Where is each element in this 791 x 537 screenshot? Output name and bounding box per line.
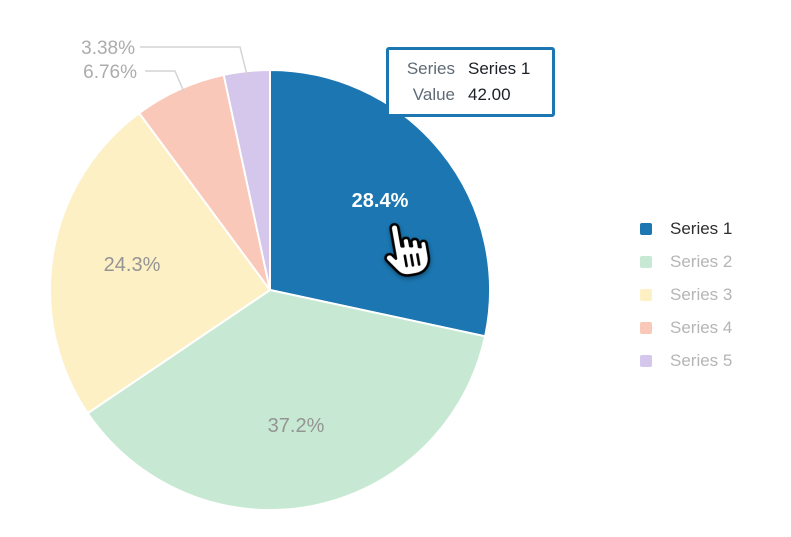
pie-slice-series-3[interactable] (48, 111, 272, 415)
tooltip-value-value: 42.00 (468, 85, 511, 104)
slice-percent-label: 37.2% (268, 415, 325, 437)
slice-percent-label: 24.3% (104, 254, 161, 276)
legend-label: Series 4 (670, 317, 733, 337)
legend-label: Series 3 (670, 284, 733, 304)
tooltip-value-label: Value (412, 85, 455, 104)
legend-swatch-icon (640, 222, 652, 235)
label-leader-line (145, 70, 185, 93)
legend-item-series-5[interactable]: Series 5 (640, 344, 732, 377)
pie-slice-series-2[interactable] (86, 288, 487, 512)
tooltip-series-value: Series 1 (468, 59, 531, 78)
legend-swatch-icon (640, 354, 652, 367)
legend-label: Series 1 (670, 218, 733, 238)
slice-percent-label: 6.76% (83, 62, 137, 83)
tooltip: Series Series 1 Value 42.00 (386, 47, 555, 117)
legend-swatch-icon (640, 288, 652, 301)
legend-item-series-3[interactable]: Series 3 (640, 278, 732, 311)
legend-swatch-icon (640, 255, 652, 268)
legend-swatch-icon (640, 321, 652, 334)
legend-label: Series 5 (670, 350, 733, 370)
legend-item-series-1[interactable]: Series 1 (640, 212, 732, 245)
legend-item-series-4[interactable]: Series 4 (640, 311, 732, 344)
pie-slice-series-1[interactable] (269, 68, 492, 338)
legend-item-series-2[interactable]: Series 2 (640, 245, 732, 278)
tooltip-series-label: Series (406, 59, 455, 78)
legend: Series 1 Series 2 Series 3 Series 4 Series 5 (640, 212, 732, 377)
slice-percent-label: 28.4% (352, 190, 409, 212)
legend-label: Series 2 (670, 251, 733, 271)
slice-percent-label: 3.38% (81, 38, 135, 59)
label-leader-line (140, 46, 248, 76)
